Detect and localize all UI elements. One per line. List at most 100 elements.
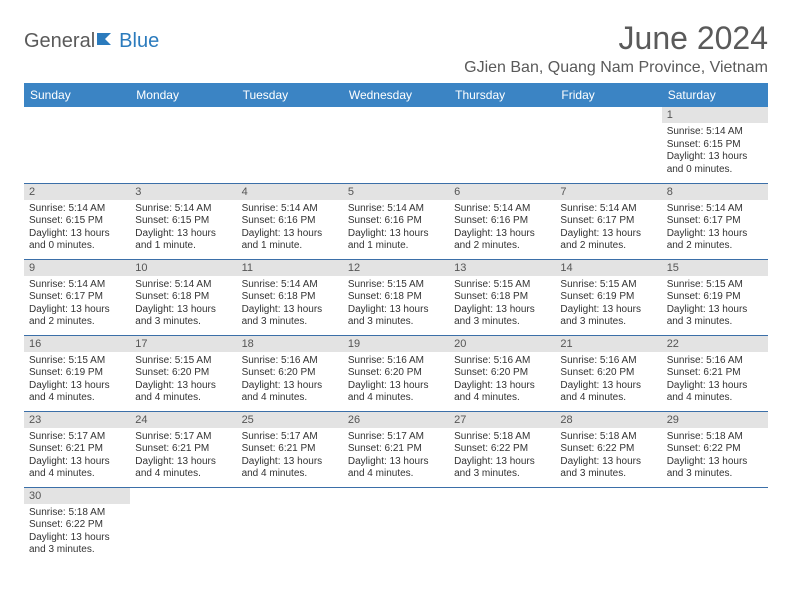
day-number: 23: [24, 412, 130, 428]
sunset-line: Sunset: 6:18 PM: [348, 291, 444, 304]
calendar-cell: 7Sunrise: 5:14 AMSunset: 6:17 PMDaylight…: [555, 183, 661, 259]
daylight-line: Daylight: 13 hours and 3 minutes.: [560, 304, 656, 329]
sunrise-line: Sunrise: 5:14 AM: [560, 203, 656, 216]
daylight-line: Daylight: 13 hours and 4 minutes.: [242, 456, 338, 481]
day-details: Sunrise: 5:14 AMSunset: 6:15 PMDaylight:…: [130, 200, 236, 256]
sunset-line: Sunset: 6:17 PM: [560, 215, 656, 228]
calendar-cell: 30Sunrise: 5:18 AMSunset: 6:22 PMDayligh…: [24, 487, 130, 563]
sunset-line: Sunset: 6:20 PM: [560, 367, 656, 380]
day-number: 15: [662, 260, 768, 276]
daylight-line: Daylight: 13 hours and 3 minutes.: [560, 456, 656, 481]
calendar-cell: 10Sunrise: 5:14 AMSunset: 6:18 PMDayligh…: [130, 259, 236, 335]
daylight-line: Daylight: 13 hours and 4 minutes.: [348, 380, 444, 405]
sunrise-line: Sunrise: 5:17 AM: [29, 431, 125, 444]
day-number: 28: [555, 412, 661, 428]
calendar-cell: 19Sunrise: 5:16 AMSunset: 6:20 PMDayligh…: [343, 335, 449, 411]
daylight-line: Daylight: 13 hours and 3 minutes.: [242, 304, 338, 329]
daylight-line: Daylight: 13 hours and 4 minutes.: [29, 456, 125, 481]
calendar-cell: 21Sunrise: 5:16 AMSunset: 6:20 PMDayligh…: [555, 335, 661, 411]
calendar-row: 2Sunrise: 5:14 AMSunset: 6:15 PMDaylight…: [24, 183, 768, 259]
sunrise-line: Sunrise: 5:14 AM: [242, 203, 338, 216]
day-details: Sunrise: 5:14 AMSunset: 6:18 PMDaylight:…: [237, 276, 343, 332]
day-header: Sunday: [24, 83, 130, 107]
day-number: 1: [662, 107, 768, 123]
day-number: 21: [555, 336, 661, 352]
day-details: Sunrise: 5:15 AMSunset: 6:19 PMDaylight:…: [555, 276, 661, 332]
day-number: 22: [662, 336, 768, 352]
daylight-line: Daylight: 13 hours and 3 minutes.: [454, 304, 550, 329]
day-header: Wednesday: [343, 83, 449, 107]
day-details: Sunrise: 5:18 AMSunset: 6:22 PMDaylight:…: [662, 428, 768, 484]
day-number: 27: [449, 412, 555, 428]
daylight-line: Daylight: 13 hours and 3 minutes.: [348, 304, 444, 329]
sunset-line: Sunset: 6:22 PM: [560, 443, 656, 456]
calendar-cell: [24, 107, 130, 183]
sunset-line: Sunset: 6:20 PM: [135, 367, 231, 380]
month-title: June 2024: [464, 20, 768, 57]
calendar-cell: [555, 487, 661, 563]
day-details: Sunrise: 5:14 AMSunset: 6:16 PMDaylight:…: [237, 200, 343, 256]
calendar-cell: 1Sunrise: 5:14 AMSunset: 6:15 PMDaylight…: [662, 107, 768, 183]
day-number: 29: [662, 412, 768, 428]
sunrise-line: Sunrise: 5:15 AM: [560, 279, 656, 292]
calendar-cell: 17Sunrise: 5:15 AMSunset: 6:20 PMDayligh…: [130, 335, 236, 411]
sunset-line: Sunset: 6:16 PM: [348, 215, 444, 228]
day-details: Sunrise: 5:16 AMSunset: 6:21 PMDaylight:…: [662, 352, 768, 408]
sunset-line: Sunset: 6:18 PM: [242, 291, 338, 304]
day-number: 25: [237, 412, 343, 428]
daylight-line: Daylight: 13 hours and 1 minute.: [135, 228, 231, 253]
sunrise-line: Sunrise: 5:18 AM: [454, 431, 550, 444]
title-block: June 2024 GJien Ban, Quang Nam Province,…: [464, 20, 768, 77]
sunset-line: Sunset: 6:20 PM: [242, 367, 338, 380]
calendar-cell: 15Sunrise: 5:15 AMSunset: 6:19 PMDayligh…: [662, 259, 768, 335]
daylight-line: Daylight: 13 hours and 0 minutes.: [29, 228, 125, 253]
sunset-line: Sunset: 6:15 PM: [29, 215, 125, 228]
sunset-line: Sunset: 6:19 PM: [560, 291, 656, 304]
daylight-line: Daylight: 13 hours and 3 minutes.: [29, 532, 125, 557]
day-number: 6: [449, 184, 555, 200]
calendar-cell: 4Sunrise: 5:14 AMSunset: 6:16 PMDaylight…: [237, 183, 343, 259]
sunset-line: Sunset: 6:19 PM: [29, 367, 125, 380]
logo-text-general: General: [24, 30, 95, 53]
day-details: Sunrise: 5:15 AMSunset: 6:19 PMDaylight:…: [662, 276, 768, 332]
sunrise-line: Sunrise: 5:14 AM: [667, 126, 763, 139]
calendar-row: 9Sunrise: 5:14 AMSunset: 6:17 PMDaylight…: [24, 259, 768, 335]
sunrise-line: Sunrise: 5:15 AM: [667, 279, 763, 292]
logo: General Blue: [24, 30, 159, 53]
sunset-line: Sunset: 6:17 PM: [667, 215, 763, 228]
day-number: 5: [343, 184, 449, 200]
calendar-cell: 3Sunrise: 5:14 AMSunset: 6:15 PMDaylight…: [130, 183, 236, 259]
daylight-line: Daylight: 13 hours and 0 minutes.: [667, 151, 763, 176]
calendar-cell: 16Sunrise: 5:15 AMSunset: 6:19 PMDayligh…: [24, 335, 130, 411]
sunrise-line: Sunrise: 5:15 AM: [135, 355, 231, 368]
day-number: 13: [449, 260, 555, 276]
day-details: Sunrise: 5:15 AMSunset: 6:18 PMDaylight:…: [449, 276, 555, 332]
location: GJien Ban, Quang Nam Province, Vietnam: [464, 59, 768, 77]
calendar-cell: 18Sunrise: 5:16 AMSunset: 6:20 PMDayligh…: [237, 335, 343, 411]
sunset-line: Sunset: 6:16 PM: [454, 215, 550, 228]
day-number: 14: [555, 260, 661, 276]
calendar-cell: [130, 487, 236, 563]
sunrise-line: Sunrise: 5:14 AM: [348, 203, 444, 216]
day-details: Sunrise: 5:16 AMSunset: 6:20 PMDaylight:…: [449, 352, 555, 408]
day-details: Sunrise: 5:18 AMSunset: 6:22 PMDaylight:…: [24, 504, 130, 560]
day-number: 11: [237, 260, 343, 276]
day-details: Sunrise: 5:14 AMSunset: 6:15 PMDaylight:…: [662, 123, 768, 179]
calendar-cell: 20Sunrise: 5:16 AMSunset: 6:20 PMDayligh…: [449, 335, 555, 411]
calendar-cell: [130, 107, 236, 183]
daylight-line: Daylight: 13 hours and 3 minutes.: [667, 456, 763, 481]
day-number: 26: [343, 412, 449, 428]
sunrise-line: Sunrise: 5:17 AM: [348, 431, 444, 444]
day-header: Thursday: [449, 83, 555, 107]
day-details: Sunrise: 5:14 AMSunset: 6:15 PMDaylight:…: [24, 200, 130, 256]
logo-text-blue: Blue: [119, 30, 159, 53]
calendar-row: 23Sunrise: 5:17 AMSunset: 6:21 PMDayligh…: [24, 411, 768, 487]
calendar-cell: 5Sunrise: 5:14 AMSunset: 6:16 PMDaylight…: [343, 183, 449, 259]
day-details: Sunrise: 5:14 AMSunset: 6:16 PMDaylight:…: [449, 200, 555, 256]
daylight-line: Daylight: 13 hours and 4 minutes.: [560, 380, 656, 405]
daylight-line: Daylight: 13 hours and 4 minutes.: [135, 456, 231, 481]
calendar-cell: [343, 487, 449, 563]
day-details: Sunrise: 5:17 AMSunset: 6:21 PMDaylight:…: [130, 428, 236, 484]
calendar-cell: 27Sunrise: 5:18 AMSunset: 6:22 PMDayligh…: [449, 411, 555, 487]
sunset-line: Sunset: 6:22 PM: [454, 443, 550, 456]
